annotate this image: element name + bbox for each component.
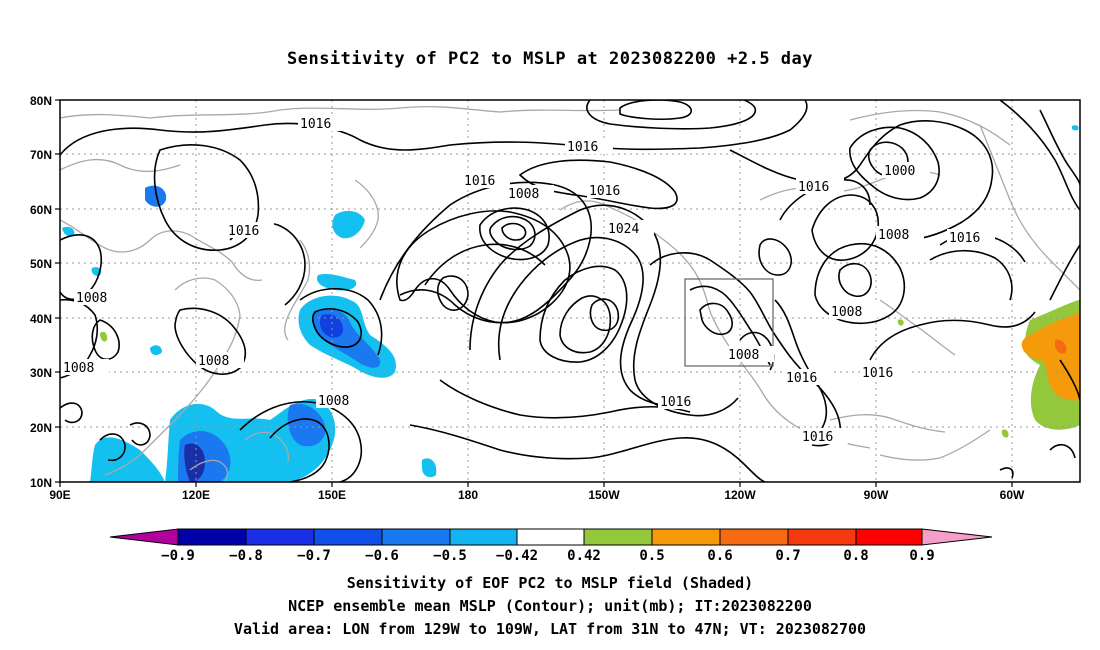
colorbar-segment bbox=[449, 528, 518, 546]
colorbar-label: 0.8 bbox=[843, 548, 868, 564]
shade-blue-small-left bbox=[100, 449, 119, 476]
contour-label: 1008 bbox=[878, 228, 909, 243]
colorbar-left-triangle bbox=[109, 528, 179, 546]
shade-blue-far-east-1 bbox=[145, 185, 167, 207]
lat-tick-label: 10N bbox=[30, 476, 52, 490]
lon-tick-label: 150E bbox=[318, 488, 346, 502]
colorbar-segment bbox=[855, 528, 923, 546]
colorbar-segment bbox=[787, 528, 857, 546]
lon-tick-label: 120E bbox=[182, 488, 210, 502]
shade-blue-east-of-japan-dark bbox=[320, 314, 344, 338]
lat-tick-label: 60N bbox=[30, 203, 52, 217]
colorbar-segment bbox=[177, 528, 247, 546]
colorbar-segment bbox=[381, 528, 451, 546]
lat-tick-label: 70N bbox=[30, 148, 52, 162]
lat-tick-label: 50N bbox=[30, 257, 52, 271]
contour-label: 1016 bbox=[660, 395, 691, 410]
chart-title: Sensitivity of PC2 to MSLP at 2023082200… bbox=[286, 49, 813, 69]
colorbar: −0.9 −0.8 −0.7 −0.6 −0.5 −0.42 0.42 0.5 … bbox=[109, 528, 993, 564]
lon-tick-label: 180 bbox=[458, 488, 478, 502]
shade-blue-okhotsk bbox=[332, 210, 365, 239]
lat-tick-label: 40N bbox=[30, 312, 52, 326]
lon-tick-label: 60W bbox=[1000, 488, 1025, 502]
colorbar-segment bbox=[719, 528, 789, 546]
shade-blue-kuroshio-small bbox=[316, 273, 357, 291]
contour-label: 1016 bbox=[464, 174, 495, 189]
shade-blue-western-pacific-mid bbox=[287, 403, 326, 447]
colorbar-segment bbox=[651, 528, 721, 546]
colorbar-segment bbox=[313, 528, 383, 546]
valid-area-box bbox=[684, 278, 774, 367]
caption-contour: NCEP ensemble mean MSLP (Contour); unit(… bbox=[288, 597, 812, 615]
contour-label: 1016 bbox=[949, 231, 980, 246]
colorbar-label: −0.9 bbox=[161, 548, 195, 564]
contour-label: 1008 bbox=[63, 361, 94, 376]
sensitivity-shading bbox=[62, 125, 1080, 482]
caption-shading: Sensitivity of EOF PC2 to MSLP field (Sh… bbox=[346, 574, 754, 592]
lon-tick-label: 120W bbox=[724, 488, 756, 502]
map-frame bbox=[59, 99, 1081, 483]
shade-blue-arctic bbox=[1071, 125, 1079, 131]
colorbar-label: −0.7 bbox=[297, 548, 331, 564]
colorbar-label: −0.5 bbox=[433, 548, 467, 564]
shade-blue-far-east-2 bbox=[62, 226, 75, 237]
caption-valid-area: Valid area: LON from 129W to 109W, LAT f… bbox=[233, 620, 867, 638]
lat-tick-label: 20N bbox=[30, 421, 52, 435]
colorbar-segment bbox=[516, 528, 585, 546]
colorbar-label: −0.8 bbox=[229, 548, 263, 564]
contour-label: 1008 bbox=[508, 187, 539, 202]
shade-blue-philippines-dark bbox=[184, 443, 205, 482]
contour-label: 1016 bbox=[589, 184, 620, 199]
contour-label: 1008 bbox=[198, 354, 229, 369]
shade-green-china bbox=[100, 331, 108, 342]
shade-orange-atlantic bbox=[1021, 312, 1080, 401]
contour-label: 1008 bbox=[76, 291, 107, 306]
colorbar-segment bbox=[245, 528, 315, 546]
colorbar-label: 0.7 bbox=[775, 548, 800, 564]
shade-green-atlantic-small bbox=[1001, 429, 1009, 438]
colorbar-label: 0.5 bbox=[639, 548, 664, 564]
contour-label: 1016 bbox=[567, 140, 598, 155]
contour-label: 1008 bbox=[831, 305, 862, 320]
colorbar-label: 0.6 bbox=[707, 548, 732, 564]
shade-blue-hawaii-south bbox=[422, 458, 437, 478]
lat-axis: 80N 70N 60N 50N 40N 30N 20N 10N bbox=[30, 94, 60, 490]
contour-label: 1016 bbox=[300, 117, 331, 132]
colorbar-right-triangle bbox=[921, 528, 993, 546]
contour-label: 1016 bbox=[798, 180, 829, 195]
colorbar-segment bbox=[583, 528, 653, 546]
lon-tick-label: 150W bbox=[588, 488, 620, 502]
colorbar-label: 0.42 bbox=[567, 548, 601, 564]
contour-label: 1000 bbox=[884, 164, 915, 179]
shade-darkorange-atlantic bbox=[1055, 339, 1067, 354]
shade-green-us-east bbox=[897, 319, 904, 326]
contour-label: 1008 bbox=[728, 348, 759, 363]
contour-label: 1016 bbox=[862, 366, 893, 381]
contour-labels: 1016 1016 1016 1008 1016 1024 1016 1000 … bbox=[61, 115, 995, 445]
lat-tick-label: 30N bbox=[30, 366, 52, 380]
colorbar-label: 0.9 bbox=[909, 548, 934, 564]
colorbar-label: −0.6 bbox=[365, 548, 399, 564]
lon-tick-label: 90E bbox=[49, 488, 70, 502]
lon-tick-label: 90W bbox=[864, 488, 889, 502]
lat-tick-label: 80N bbox=[30, 94, 52, 108]
contour-label: 1008 bbox=[318, 394, 349, 409]
colorbar-label: −0.42 bbox=[496, 548, 538, 564]
contour-label: 1024 bbox=[608, 222, 639, 237]
lon-axis: 90E 120E 150E 180 150W 120W 90W 60W bbox=[49, 482, 1025, 502]
shade-blue-east-china bbox=[150, 345, 162, 356]
contour-label: 1016 bbox=[786, 371, 817, 386]
contour-label: 1016 bbox=[228, 224, 259, 239]
contour-label: 1016 bbox=[802, 430, 833, 445]
